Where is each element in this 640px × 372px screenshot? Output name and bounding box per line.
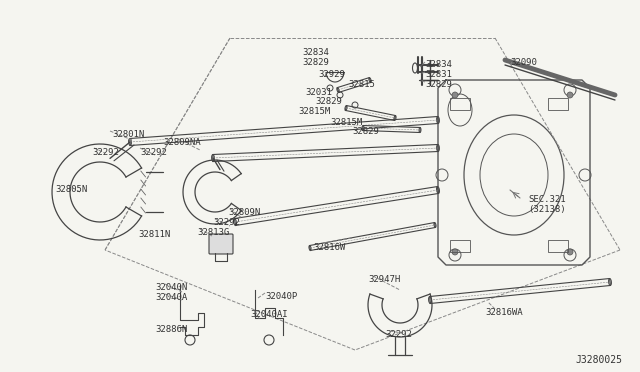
Text: 32831: 32831 [425,70,452,79]
Text: 32040A: 32040A [155,293,188,302]
Circle shape [567,92,573,98]
Text: SEC.321: SEC.321 [528,195,566,204]
Ellipse shape [436,144,440,151]
Text: 32040AI: 32040AI [250,310,287,319]
Bar [450,240,470,252]
Text: 32801N: 32801N [112,130,144,139]
Bar [548,240,568,252]
Text: 32292: 32292 [385,330,412,339]
Text: 32040P: 32040P [265,292,297,301]
Ellipse shape [362,125,364,131]
Ellipse shape [394,116,396,121]
Ellipse shape [234,218,237,225]
Ellipse shape [419,128,421,132]
Text: 32816W: 32816W [313,243,345,252]
Text: 32834: 32834 [425,60,452,69]
FancyBboxPatch shape [209,234,233,254]
Text: 32090: 32090 [510,58,537,67]
Circle shape [567,249,573,255]
Text: (32138): (32138) [528,205,566,214]
Ellipse shape [434,222,436,227]
Text: 32805N: 32805N [55,185,87,194]
Text: 32816WA: 32816WA [485,308,523,317]
Text: 32829: 32829 [302,58,329,67]
Bar [450,98,470,110]
Text: 32829: 32829 [315,97,342,106]
Text: 32809N: 32809N [228,208,260,217]
Ellipse shape [609,279,611,285]
Bar [548,98,568,110]
Text: 32834: 32834 [302,48,329,57]
Text: 32040N: 32040N [155,283,188,292]
Ellipse shape [309,246,311,250]
Text: 32829: 32829 [352,127,379,136]
Text: 32031: 32031 [305,88,332,97]
Text: 32292: 32292 [140,148,167,157]
Text: 32292: 32292 [213,218,240,227]
Circle shape [452,92,458,98]
Ellipse shape [129,138,131,145]
Text: 32815M: 32815M [330,118,362,127]
Text: 32813G: 32813G [197,228,229,237]
Text: 32815M: 32815M [298,107,330,116]
Text: 32809NA: 32809NA [163,138,200,147]
Ellipse shape [345,106,347,110]
Ellipse shape [369,78,371,83]
Text: 32947H: 32947H [368,275,400,284]
Ellipse shape [212,154,214,161]
Ellipse shape [436,186,440,193]
Circle shape [452,249,458,255]
Text: J3280025: J3280025 [575,355,622,365]
Ellipse shape [337,87,339,92]
Text: 32829: 32829 [425,80,452,89]
Ellipse shape [429,296,431,304]
Text: 32811N: 32811N [138,230,170,239]
Text: 32929: 32929 [318,70,345,79]
Text: 32292: 32292 [92,148,119,157]
Text: 32815: 32815 [348,80,375,89]
Text: 32886N: 32886N [155,325,188,334]
Ellipse shape [436,116,440,124]
